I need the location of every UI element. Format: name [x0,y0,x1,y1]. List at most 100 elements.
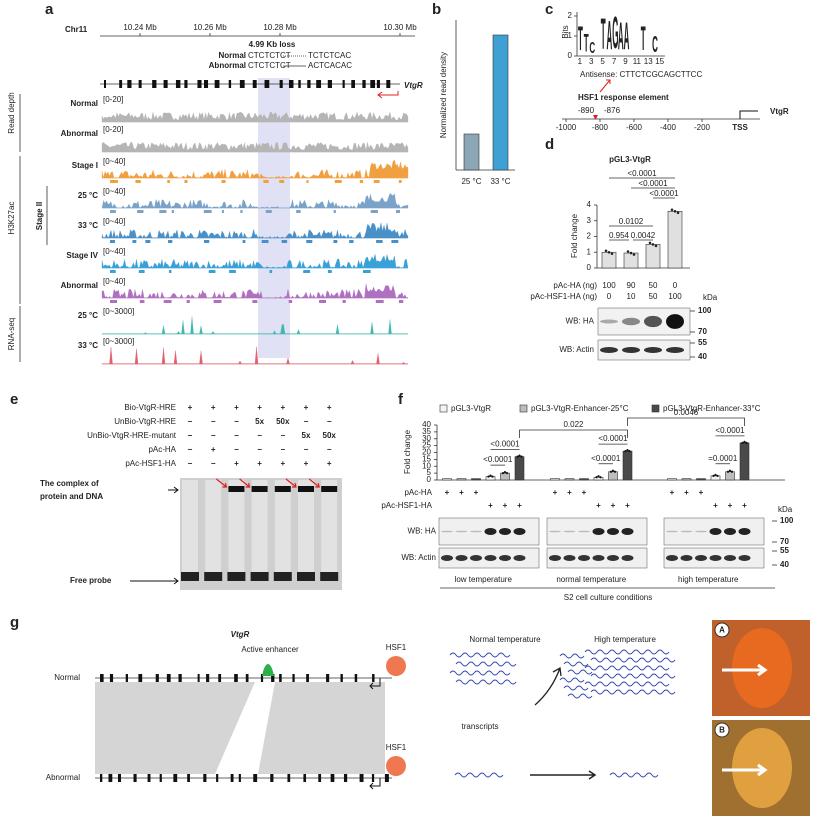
band [563,530,576,533]
bar [710,475,721,481]
peak-call [145,240,151,243]
red-arrow [285,478,297,488]
label: + [582,488,587,497]
dot [626,250,630,253]
band [441,555,453,561]
exon [216,774,219,782]
signal-track [101,111,409,123]
band [563,555,576,561]
exon [104,80,107,88]
band [513,555,526,561]
dot [714,473,717,476]
label: protein and DNA [40,492,103,501]
free-band [250,572,269,581]
peak-call [221,210,224,213]
label: pAc-HSF1-HA [125,459,176,468]
label: UnBio-VtgR-HRE [114,417,176,426]
tss-arrow [369,778,381,790]
dot [716,474,719,477]
label: Stage II [35,202,44,230]
transcript [584,681,670,687]
label: + [517,501,522,510]
exon [187,774,190,782]
dot [607,250,611,254]
logo-letter: A [618,15,624,58]
arrow [722,763,768,777]
exon [253,774,258,782]
panel-label: a [45,1,54,18]
panel-label: g [10,614,19,631]
peak-call [242,240,246,243]
exon [184,80,188,88]
peak-call [203,210,212,213]
panel-label: d [545,136,554,153]
legend-swatch [519,404,528,413]
peak-call [168,240,173,243]
label: Abnormal [46,773,80,782]
peak-call [261,240,269,243]
peak-call [319,300,327,303]
label: 40 [422,420,431,429]
panel-label: f [398,391,404,408]
band [695,555,707,561]
label: The complex of [40,479,99,488]
label: − [188,417,193,426]
label: pAc-HSF1-HA (ng) [530,292,597,301]
label: Fold change [403,429,412,474]
peak-call [398,180,402,183]
label: 4.99 Kb loss [249,40,296,49]
label: 10.26 Mb [193,23,227,32]
label: 5 [427,468,432,477]
label: Active enhancer [241,645,299,654]
label: 7 [612,57,617,66]
label: Read depth [7,92,16,133]
label: − [188,445,193,454]
bar [601,251,617,269]
label: 0 [673,281,678,290]
dot [597,475,600,478]
label: − [280,431,285,440]
label: 40 [780,560,789,569]
label: 100 [698,306,712,315]
photo-badge [714,622,730,638]
logo-letter: T [601,10,606,59]
exon [197,80,202,88]
label: pAc-HA [148,445,176,454]
label: Normal [70,99,98,108]
signal-track [101,283,409,299]
free-band [273,572,292,581]
lane [251,480,268,576]
label: + [234,403,239,412]
peak-call [132,240,137,243]
label: Normal [54,673,80,682]
band [600,319,618,324]
lane [182,480,198,576]
exon [298,80,301,88]
label: + [488,501,493,510]
label: − [211,459,216,468]
label: 55 [698,338,707,347]
label: 40 [698,352,707,361]
label: Normal [218,51,246,60]
tss-arrow [369,678,381,690]
exon [138,674,143,682]
peak-call [110,270,116,273]
dot [501,472,505,475]
exon [152,80,157,88]
label: CTCTCTCT [248,61,291,70]
free-band [204,572,223,581]
peak-call [221,180,226,183]
exon [206,674,210,682]
label: [0-20] [103,95,123,104]
lane [205,480,222,576]
transcript [455,661,517,667]
label: 3 [587,216,592,225]
hsf1 [386,656,406,676]
label: − [188,459,193,468]
label: 100 [668,292,682,301]
label: HSF1 [386,743,407,752]
signal-track [101,141,409,153]
free-band [227,572,246,581]
exon [117,774,122,782]
label: + [625,501,630,510]
